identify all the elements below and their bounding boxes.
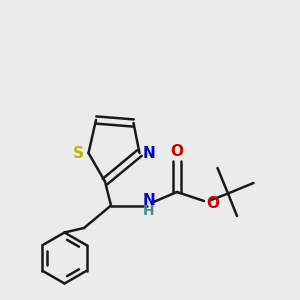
Text: N: N <box>143 146 155 160</box>
Text: O: O <box>206 196 219 211</box>
Text: O: O <box>170 144 184 159</box>
Text: S: S <box>73 146 83 160</box>
Text: H: H <box>143 204 154 218</box>
Text: N: N <box>142 193 155 208</box>
